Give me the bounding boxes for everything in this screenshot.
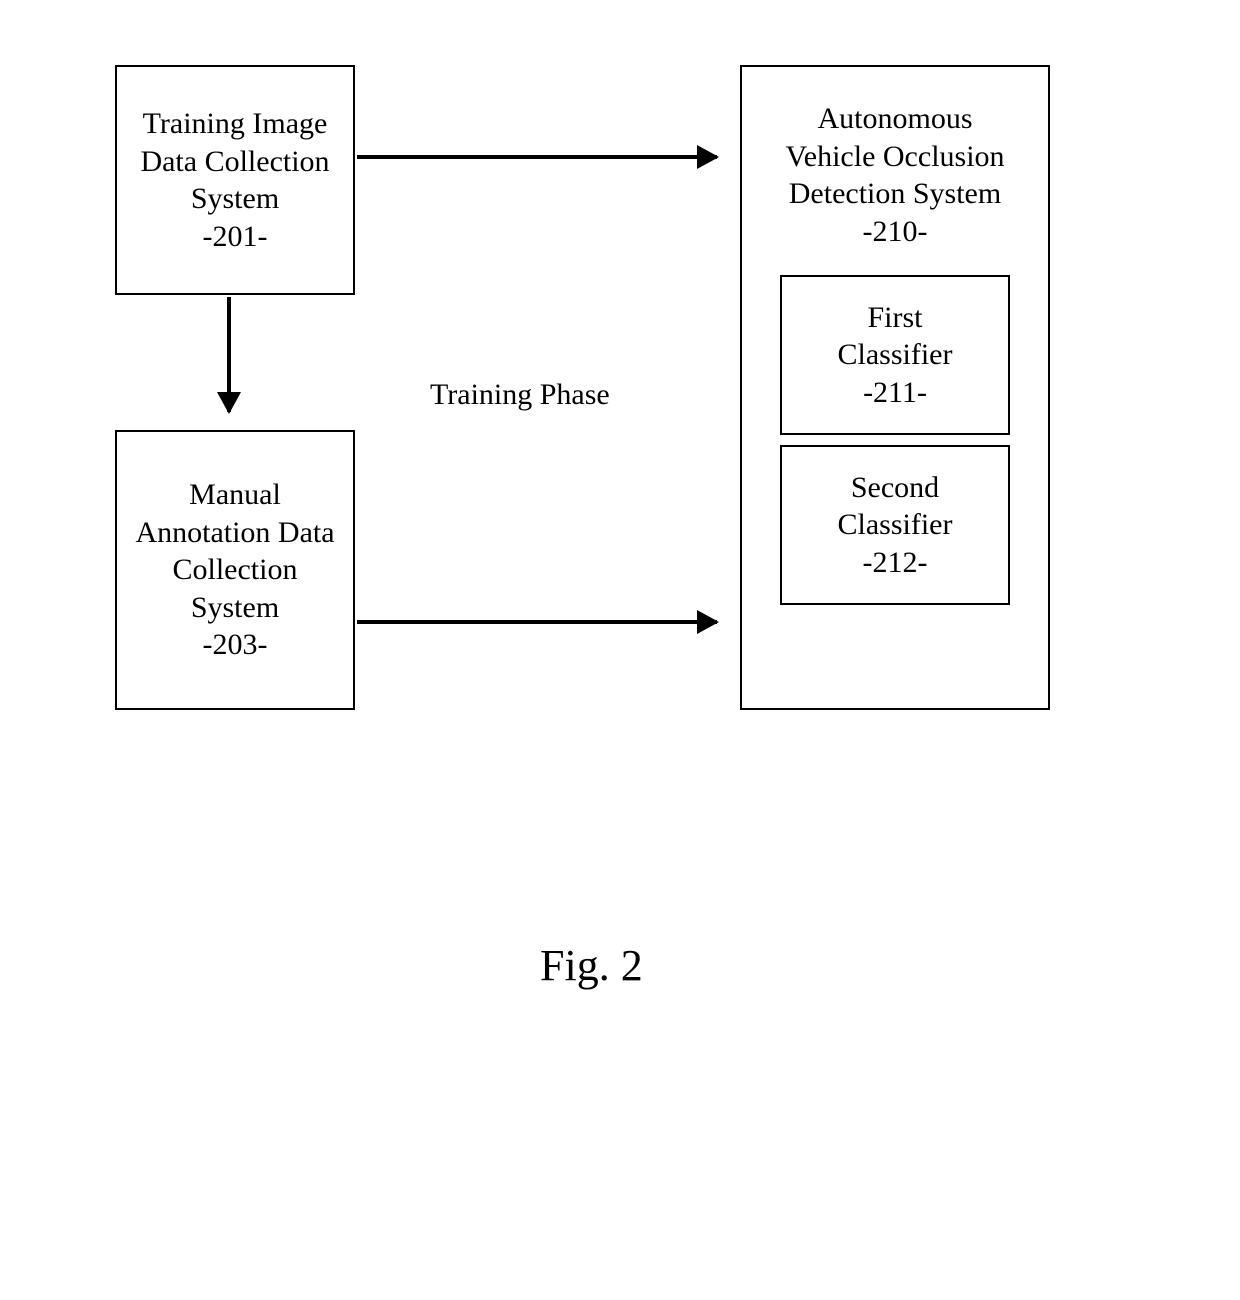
text-line: Detection System — [789, 175, 1001, 213]
text-line: Second — [851, 469, 939, 507]
detection-system-title: AutonomousVehicle OcclusionDetection Sys… — [785, 75, 1004, 275]
training-phase-label: Training Phase — [430, 378, 610, 412]
text-line: System — [191, 589, 279, 627]
text-line: Manual — [189, 476, 281, 514]
text-line: Classifier — [838, 506, 953, 544]
text-line: Collection — [173, 551, 298, 589]
arrow-training-to-detection — [357, 155, 717, 159]
text-line: Data Collection — [140, 143, 329, 181]
text-line: First — [867, 299, 922, 337]
classifier-box: SecondClassifier-212- — [780, 445, 1010, 605]
detection-system-box: AutonomousVehicle OcclusionDetection Sys… — [740, 65, 1050, 710]
text-line: -210- — [863, 213, 928, 251]
text-line: Training Image — [143, 105, 328, 143]
figure-label: Fig. 2 — [540, 940, 643, 991]
text-line: -211- — [863, 374, 927, 412]
text-line: Autonomous — [817, 100, 972, 138]
text-line: -212- — [863, 544, 928, 582]
manual-annotation-box: ManualAnnotation DataCollectionSystem-20… — [115, 430, 355, 710]
detection-inner-container: FirstClassifier-211-SecondClassifier-212… — [780, 275, 1010, 605]
text-line: -203- — [203, 626, 268, 664]
training-image-box: Training ImageData CollectionSystem-201- — [115, 65, 355, 295]
text-line: Classifier — [838, 336, 953, 374]
classifier-box: FirstClassifier-211- — [780, 275, 1010, 435]
text-line: Vehicle Occlusion — [785, 138, 1004, 176]
arrow-training-to-manual — [227, 297, 231, 412]
text-line: System — [191, 180, 279, 218]
arrow-manual-to-detection — [357, 620, 717, 624]
text-line: -201- — [203, 218, 268, 256]
text-line: Annotation Data — [135, 514, 334, 552]
